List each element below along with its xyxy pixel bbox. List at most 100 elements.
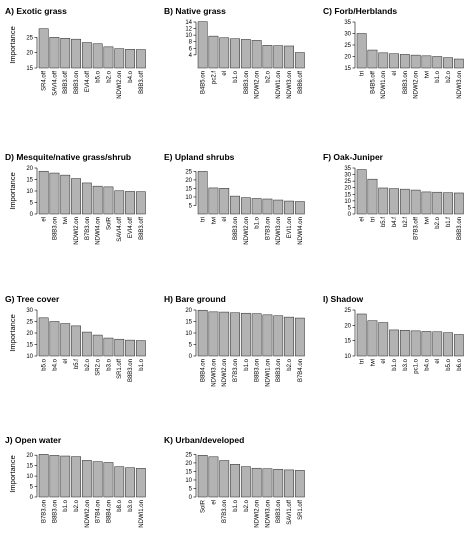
x-tick-label: b1.o	[233, 70, 239, 82]
bar	[284, 316, 294, 357]
x-tick-label: B7B4.on	[96, 500, 102, 523]
y-tick-label: 15	[26, 343, 33, 349]
y-tick-label: 15	[344, 66, 351, 72]
bar	[421, 331, 432, 357]
x-tick-label: b1.o	[139, 358, 145, 370]
bar	[125, 339, 135, 357]
y-tick-label: 20	[26, 331, 33, 337]
bar	[81, 331, 92, 357]
bar	[378, 322, 389, 357]
bar	[103, 462, 114, 498]
y-tick-label: 35	[344, 20, 351, 26]
y-tick-label: 30	[344, 32, 351, 38]
x-tick-label: NDWI2.on	[117, 71, 123, 99]
x-tick-label: b2.o	[106, 70, 112, 82]
x-tick-label: pc1.o	[414, 358, 420, 373]
chart-title: D) Mesquite/native grass/shrub	[5, 152, 131, 162]
y-tick-label: 30	[26, 308, 33, 314]
bar	[197, 309, 208, 357]
bar	[197, 21, 208, 69]
x-tick-label: tri	[370, 217, 376, 222]
y-tick-label: 6	[189, 46, 193, 52]
x-tick-label: b2.o	[446, 70, 452, 82]
y-tick-label: 5	[348, 205, 352, 211]
x-tick-label: NDWI2.on	[255, 500, 261, 528]
x-tick-label: NDWI1.on	[265, 359, 271, 387]
bar	[262, 45, 273, 69]
bar	[443, 57, 453, 69]
bar	[103, 186, 114, 215]
x-tick-label: B8B3.on	[255, 359, 261, 382]
y-axis-label: Importance	[8, 26, 17, 64]
bar	[135, 468, 146, 498]
x-tick-label: NDWI2.on	[222, 359, 228, 387]
chart-panel: D) Mesquite/native grass/shrub 0 5 10 15 20 Im…	[5, 152, 146, 245]
x-tick-label: b4.f	[392, 217, 398, 227]
y-tick-label: 25	[185, 452, 192, 458]
bar	[125, 49, 135, 69]
chart-title: F) Oak-Juniper	[323, 152, 384, 162]
y-axis-label: Importance	[8, 314, 17, 352]
y-tick-label: 15	[26, 66, 33, 72]
x-tick-label: B8B6.off	[298, 71, 304, 94]
bar	[208, 187, 219, 215]
x-tick-label: b1.o	[244, 358, 250, 370]
chart-panel: H) Bare ground 0 5 10 15 20 B8B4.on NDWI3.on NDW…	[164, 294, 305, 387]
y-tick-label: 25	[185, 169, 192, 175]
x-tick-label: NDWI3.on	[457, 71, 463, 99]
y-tick-label: 4	[189, 53, 193, 59]
x-tick-label: NDWI2.on	[414, 71, 420, 99]
bar	[135, 340, 146, 357]
bar	[49, 172, 60, 215]
x-tick-label: SolR	[106, 216, 112, 230]
y-axis-label: Importance	[8, 172, 17, 210]
bar	[114, 190, 125, 215]
bar	[38, 170, 49, 215]
x-tick-label: twi	[424, 71, 430, 78]
x-tick-label: b1.o	[392, 358, 398, 370]
x-tick-label: B7B3.on	[222, 500, 228, 523]
x-tick-label: B4B5.off	[370, 71, 376, 94]
chart-title: H) Bare ground	[164, 294, 226, 304]
bar	[49, 455, 60, 498]
bar	[60, 323, 71, 357]
chart-panel: A) Exotic grass 15 20 25 Importance SR4.off SA…	[5, 6, 146, 99]
bar	[219, 188, 230, 215]
y-tick-label: 10	[185, 478, 192, 484]
x-tick-label: EVI4.off	[128, 217, 134, 239]
y-tick-label: 0	[348, 212, 352, 218]
bar	[230, 38, 240, 69]
y-tick-label: 10	[26, 354, 33, 360]
x-tick-label: twi	[63, 217, 69, 224]
x-tick-label: b4.o	[128, 70, 134, 82]
bar	[273, 468, 284, 498]
bar	[208, 456, 219, 498]
bar	[71, 38, 81, 69]
x-tick-label: el	[435, 359, 441, 364]
x-tick-label: NDWI1.on	[276, 71, 282, 99]
x-tick-label: twi	[370, 359, 376, 366]
chart-panel: G) Tree cover 10 15 20 25 30 Importance b5.o b4.…	[5, 294, 146, 382]
x-tick-label: b5.o	[446, 358, 452, 370]
y-tick-label: 15	[185, 320, 192, 326]
bar	[399, 188, 410, 215]
x-tick-label: EVI1.on	[287, 217, 293, 238]
bar	[389, 329, 399, 357]
bar	[240, 312, 251, 357]
bar	[114, 466, 125, 498]
y-axis-label: Importance	[8, 455, 17, 493]
y-tick-label: 5	[30, 201, 34, 207]
chart-title: C) Forb/Herblands	[323, 6, 397, 16]
x-tick-label: b2.o	[435, 216, 441, 228]
bar	[453, 334, 464, 357]
chart-panel: C) Forb/Herblands 15 20 25 30 35 tri B4B5.off ND…	[323, 6, 464, 99]
x-tick-label: B8B3.on	[244, 71, 250, 94]
bar	[294, 201, 305, 215]
bar	[60, 38, 71, 69]
y-tick-label: 25	[26, 35, 33, 41]
bar	[443, 192, 453, 215]
x-tick-label: b1.o	[255, 216, 261, 228]
y-tick-label: 20	[26, 51, 33, 57]
x-tick-label: b1.o	[435, 70, 441, 82]
x-tick-label: SR1.off	[298, 500, 304, 520]
